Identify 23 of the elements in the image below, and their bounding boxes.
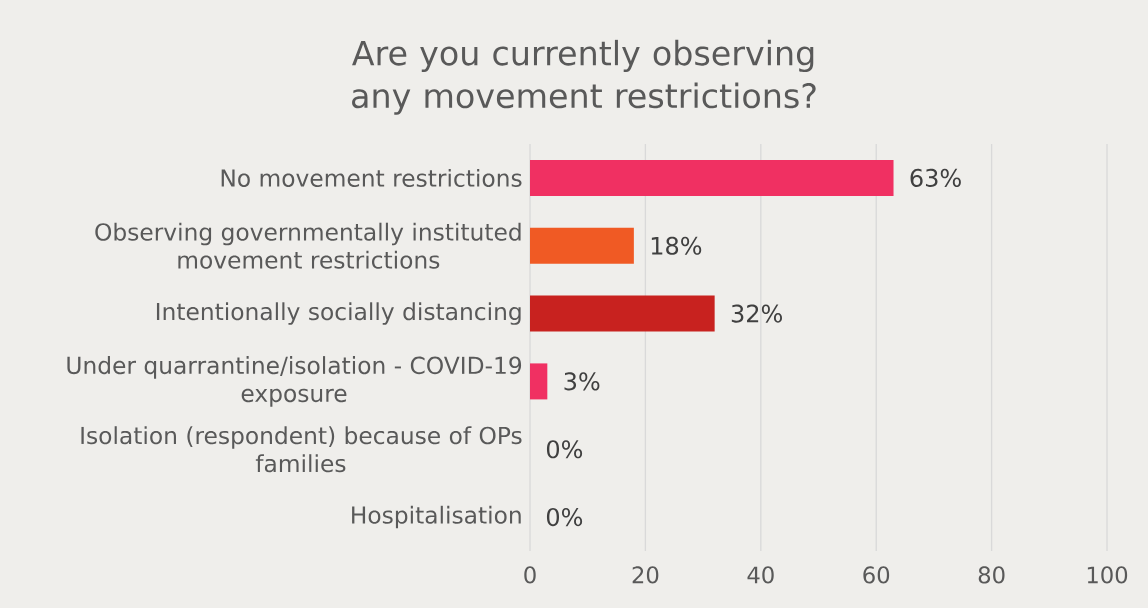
x-tick-label: 60 — [863, 566, 890, 584]
x-tick-label: 0 — [524, 566, 536, 584]
bar — [530, 363, 548, 400]
data-label: 3% — [564, 372, 600, 391]
data-label: 0% — [546, 440, 583, 459]
y-tick-label: Under quarrantine/isolation - COVID-19 exposure — [67, 356, 522, 407]
bar — [530, 159, 894, 196]
data-label: 18% — [651, 236, 702, 255]
y-tick-label: Hospitalisation — [352, 505, 521, 529]
y-tick-label: Isolation (respondent) because of OPs families — [81, 426, 522, 473]
bar — [530, 295, 715, 332]
y-tick-label: Intentionally socially distancing — [156, 302, 521, 325]
data-label: 32% — [731, 304, 783, 323]
y-tick-label: No movement restrictions — [221, 168, 522, 187]
x-tick-label: 80 — [978, 566, 1005, 584]
chart-title: Are you currently observing any movement restrictions? — [352, 39, 816, 115]
x-tick-label: 40 — [747, 566, 774, 584]
x-tick-label: 20 — [632, 566, 659, 584]
y-tick-label: Observing governmentally instituted movement restrictions — [95, 222, 521, 269]
bar — [530, 227, 634, 264]
data-label: 63% — [910, 168, 961, 187]
data-label: 0% — [546, 508, 583, 527]
x-tick-label: 100 — [1087, 566, 1128, 584]
